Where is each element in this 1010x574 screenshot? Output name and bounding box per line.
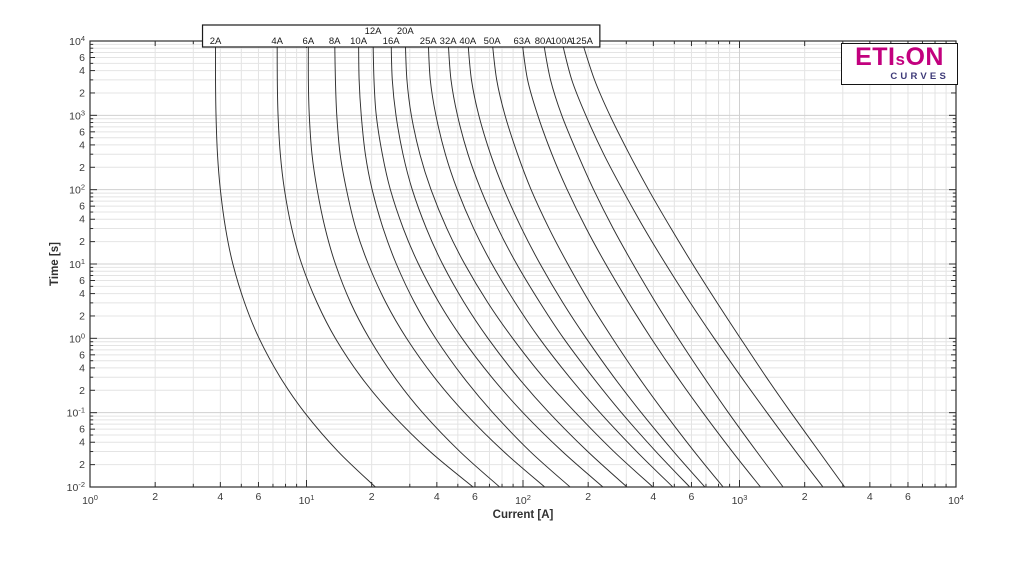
curve-12A xyxy=(372,40,604,488)
brand-name: ETIsON xyxy=(842,44,957,70)
svg-text:Time [s]: Time [s] xyxy=(49,242,61,286)
svg-text:4: 4 xyxy=(434,491,440,503)
svg-text:4: 4 xyxy=(79,139,85,151)
svg-text:102: 102 xyxy=(69,183,85,197)
curve-20A xyxy=(404,40,654,488)
svg-text:2: 2 xyxy=(79,459,85,471)
svg-text:4: 4 xyxy=(867,491,873,503)
svg-text:2: 2 xyxy=(79,87,85,99)
y-axis-title: Time [s] xyxy=(49,242,61,286)
svg-text:2: 2 xyxy=(79,236,85,248)
svg-text:6: 6 xyxy=(689,491,695,503)
svg-text:2: 2 xyxy=(79,162,85,174)
curve-16A xyxy=(390,40,628,488)
rating-label-25A: 25A xyxy=(420,36,438,47)
rating-label-8A: 8A xyxy=(329,36,341,47)
curve-6A xyxy=(307,40,500,488)
svg-text:4: 4 xyxy=(79,437,85,449)
brand-name-part1: ETI xyxy=(855,42,896,71)
curve-50A xyxy=(491,40,724,488)
rating-label-32A: 32A xyxy=(440,36,458,47)
curve-8A xyxy=(334,40,546,488)
rating-label-40A: 40A xyxy=(459,36,477,47)
svg-text:2: 2 xyxy=(79,310,85,322)
svg-text:103: 103 xyxy=(732,493,748,507)
brand-tagline: CURVES xyxy=(890,70,949,82)
curve-100A xyxy=(561,40,824,488)
y-tick-labels: 10-210-110010110210310424624624624624624… xyxy=(67,34,86,494)
curve-63A xyxy=(521,40,761,488)
svg-text:6: 6 xyxy=(79,201,85,213)
svg-text:2: 2 xyxy=(802,491,808,503)
x-tick-labels: 100 101 102 103 104 2 4 6 2 4 6 2 4 6 2 4 6 xyxy=(82,491,964,507)
rating-label-2A: 2A xyxy=(210,36,222,47)
curve-10A xyxy=(358,40,571,488)
svg-text:6: 6 xyxy=(79,52,85,64)
svg-text:104: 104 xyxy=(948,493,964,507)
svg-text:2: 2 xyxy=(79,385,85,397)
rating-label-63A: 63A xyxy=(514,36,532,47)
svg-text:101: 101 xyxy=(69,257,85,271)
brand-name-part3: ON xyxy=(905,42,944,71)
svg-text:103: 103 xyxy=(69,108,85,122)
svg-text:102: 102 xyxy=(515,493,531,507)
svg-text:4: 4 xyxy=(79,65,85,77)
curve-25A xyxy=(427,40,674,488)
svg-text:2: 2 xyxy=(152,491,158,503)
svg-text:4: 4 xyxy=(650,491,656,503)
brand-name-part2: s xyxy=(895,49,906,69)
curve-32A xyxy=(447,40,691,488)
curve-125A xyxy=(581,40,846,488)
curve-80A xyxy=(542,40,784,488)
svg-text:4: 4 xyxy=(217,491,223,503)
svg-text:6: 6 xyxy=(79,424,85,436)
svg-text:2: 2 xyxy=(369,491,375,503)
fuse-curves xyxy=(215,40,846,488)
rating-label-125A: 125A xyxy=(571,36,594,47)
svg-text:10-2: 10-2 xyxy=(67,480,85,494)
svg-text:6: 6 xyxy=(905,491,911,503)
rating-label-80A: 80A xyxy=(535,36,553,47)
svg-text:100: 100 xyxy=(69,331,85,345)
rating-label-100A: 100A xyxy=(551,36,574,47)
svg-text:2: 2 xyxy=(585,491,591,503)
svg-text:6: 6 xyxy=(472,491,478,503)
svg-text:4: 4 xyxy=(79,288,85,300)
svg-text:6: 6 xyxy=(79,349,85,361)
svg-text:6: 6 xyxy=(79,275,85,287)
svg-text:104: 104 xyxy=(69,34,85,48)
curve-4A xyxy=(276,40,474,488)
x-axis-title: Current [A] xyxy=(493,509,554,521)
svg-text:101: 101 xyxy=(299,493,315,507)
svg-text:6: 6 xyxy=(256,491,262,503)
rating-label-4A: 4A xyxy=(271,36,283,47)
svg-text:10-1: 10-1 xyxy=(67,406,85,420)
curve-2A xyxy=(215,40,376,488)
svg-text:4: 4 xyxy=(79,214,85,226)
svg-text:4: 4 xyxy=(79,362,85,374)
svg-text:Current [A]: Current [A] xyxy=(493,509,554,521)
curve-40A xyxy=(467,40,706,488)
rating-label-10A: 10A xyxy=(350,36,368,47)
rating-label-20A: 20A xyxy=(397,26,415,37)
rating-label-6A: 6A xyxy=(303,36,315,47)
rating-label-16A: 16A xyxy=(383,36,401,47)
rating-label-50A: 50A xyxy=(484,36,502,47)
svg-text:100: 100 xyxy=(82,493,98,507)
rating-label-12A: 12A xyxy=(365,26,383,37)
svg-text:6: 6 xyxy=(79,126,85,138)
brand-logo: ETIsON CURVES xyxy=(841,43,958,85)
